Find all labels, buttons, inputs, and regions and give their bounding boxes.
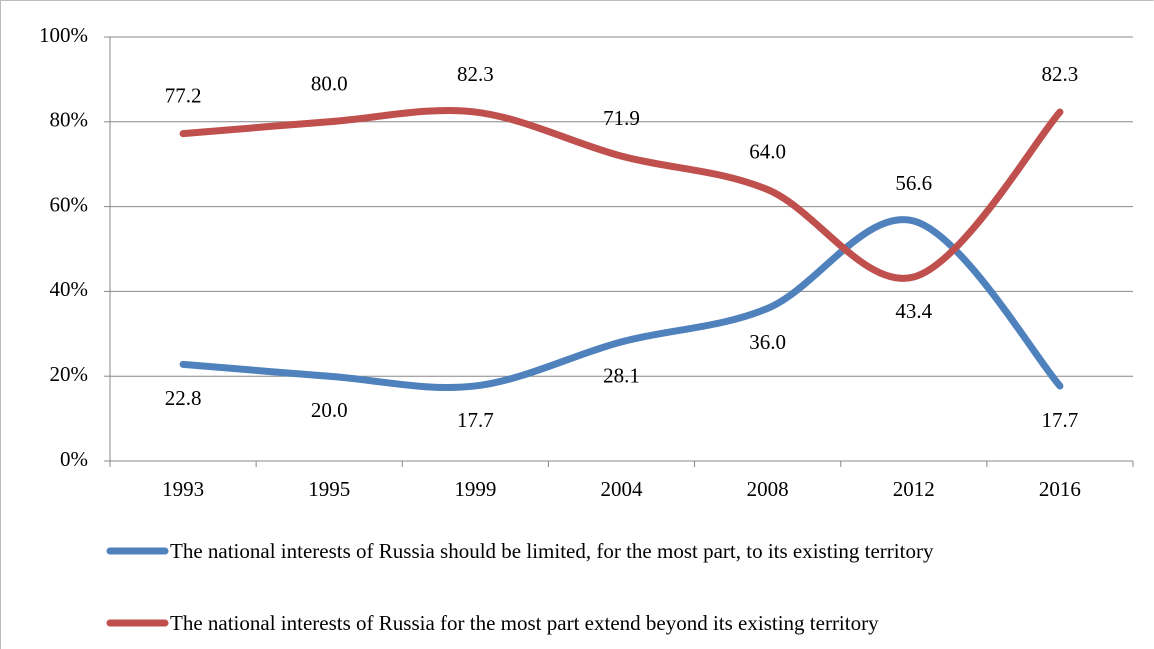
data-label: 43.4 <box>895 299 932 323</box>
data-label: 17.7 <box>1042 408 1079 432</box>
data-label: 22.8 <box>165 386 202 410</box>
x-tick-label: 2012 <box>893 477 935 501</box>
data-label: 77.2 <box>165 83 202 107</box>
data-label: 20.0 <box>311 398 348 422</box>
data-label: 64.0 <box>749 139 786 163</box>
data-label: 80.0 <box>311 72 348 96</box>
data-label: 82.3 <box>1042 62 1079 86</box>
x-tick-label: 1995 <box>308 477 350 501</box>
data-label: 28.1 <box>603 364 640 388</box>
y-tick-label: 0% <box>60 447 88 471</box>
data-label: 82.3 <box>457 62 494 86</box>
legend-label: The national interests of Russia should … <box>170 539 934 563</box>
data-label: 71.9 <box>603 106 640 130</box>
x-tick-label: 1993 <box>162 477 204 501</box>
y-tick-label: 80% <box>50 108 89 132</box>
series-line <box>179 107 1064 282</box>
data-label: 17.7 <box>457 408 494 432</box>
x-tick-label: 2008 <box>747 477 789 501</box>
y-tick-label: 20% <box>50 362 89 386</box>
legend-label: The national interests of Russia for the… <box>170 611 879 635</box>
data-label: 56.6 <box>895 171 932 195</box>
y-tick-label: 100% <box>39 23 88 47</box>
x-tick-label: 2016 <box>1039 477 1081 501</box>
x-tick-label: 1999 <box>454 477 496 501</box>
y-tick-label: 40% <box>50 277 89 301</box>
x-tick-label: 2004 <box>601 477 644 501</box>
y-tick-label: 60% <box>50 192 89 216</box>
series-line <box>179 216 1064 391</box>
data-label: 36.0 <box>749 330 786 354</box>
